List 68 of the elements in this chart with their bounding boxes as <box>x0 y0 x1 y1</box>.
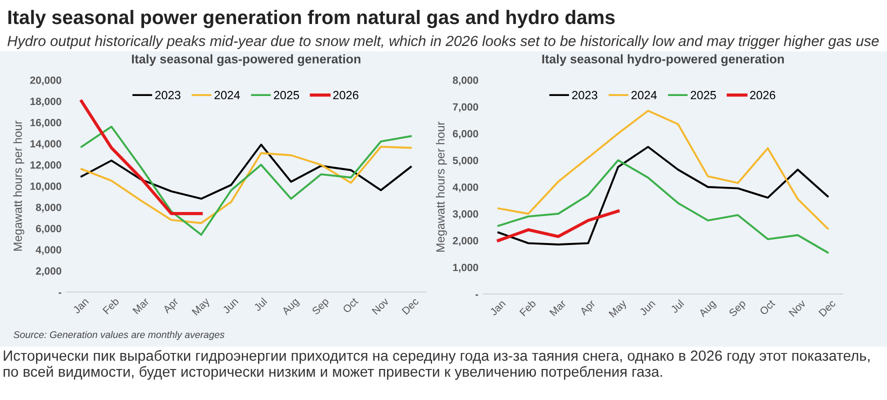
chart-title: Italy seasonal hydro-powered generation <box>542 54 784 66</box>
x-tick-label: Apr <box>579 299 598 318</box>
y-tick-label: 18,000 <box>30 98 62 107</box>
y-tick-label: 4,000 <box>452 184 478 192</box>
legend-label: 2024 <box>631 90 657 100</box>
x-tick-label: Jul <box>253 297 268 312</box>
x-tick-label: Jul <box>670 299 684 314</box>
y-tick-label: 4,000 <box>36 246 62 255</box>
y-tick-label: 7,000 <box>452 103 478 112</box>
y-tick-label: 20,000 <box>30 76 62 86</box>
text: Italy seasonal power generation from natural gas and hydro dams <box>8 10 615 28</box>
y-tick-label: 1,000 <box>453 264 478 273</box>
y-tick-label: 14,000 <box>30 140 62 149</box>
y-tick-label: 16,000 <box>30 118 62 128</box>
chart-title: Italy seasonal gas-powered generation <box>132 54 360 66</box>
y-axis-title: Megawatt hours per hour <box>436 122 447 252</box>
y-tick-label: 6,000 <box>36 224 62 234</box>
y-tick-label: 12,000 <box>30 161 62 170</box>
x-tick-label: Aug <box>698 300 718 319</box>
x-tick-label: Jun <box>222 298 239 314</box>
line-series <box>80 146 412 224</box>
line-series <box>497 146 829 246</box>
y-tick-label: 6,000 <box>452 130 478 139</box>
legend-label: 2025 <box>274 90 300 100</box>
text: Исторически пик выработки гидроэнергии приходится на середину года из-за таяния снега, однако в 2026 году этот показатель, по всей видимости, будет исторически низким и может привести к увеличению потребления газа. <box>4 350 870 380</box>
line-series <box>497 110 829 230</box>
x-tick-label: Sep <box>728 299 748 318</box>
legend-label: 2024 <box>214 90 240 100</box>
x-tick-label: Mar <box>132 297 150 314</box>
x-tick-label: Aug <box>281 298 301 317</box>
x-tick-label: Nov <box>372 297 390 315</box>
x-tick-label: Dec <box>818 299 836 317</box>
source-note: Source: Generation values are monthly averages <box>14 330 224 340</box>
legend-label: 2026 <box>750 90 776 100</box>
x-tick-label: Feb <box>102 297 120 314</box>
x-tick-label: Jun <box>639 300 656 316</box>
legend-label: 2025 <box>690 90 716 100</box>
line-series <box>80 100 203 216</box>
x-tick-label: Jan <box>489 300 506 316</box>
x-tick-label: Oct <box>759 299 776 316</box>
y-tick-label: 10,000 <box>30 182 62 192</box>
x-tick-label: Feb <box>519 299 536 316</box>
x-tick-label: Dec <box>402 297 420 315</box>
x-tick-label: Jan <box>72 298 89 314</box>
y-tick-label: 8,000 <box>452 76 478 86</box>
y-tick-label: 2,000 <box>452 237 478 246</box>
line-series <box>80 144 412 200</box>
y-tick-label: - <box>475 294 478 296</box>
legend-label: 2026 <box>333 90 358 100</box>
x-tick-label: Mar <box>549 299 566 316</box>
x-tick-label: Sep <box>312 297 331 316</box>
legend-label: 2023 <box>155 90 180 100</box>
y-tick-label: - <box>58 292 62 294</box>
x-tick-label: May <box>608 299 629 320</box>
line-series <box>80 126 412 236</box>
x-tick-label: Oct <box>342 297 359 314</box>
y-tick-label: 3,000 <box>452 210 478 220</box>
legend-label: 2023 <box>572 90 598 100</box>
y-tick-label: 2,000 <box>36 267 62 276</box>
y-tick-label: 8,000 <box>36 204 62 213</box>
x-tick-label: Apr <box>162 297 180 316</box>
line-series <box>496 210 620 242</box>
text: Hydro output historically peaks mid-year due to snow melt, which in 2026 looks set to be historically low and may trigger higher gas use <box>8 35 879 50</box>
y-axis-title: Megawatt hours per hour <box>13 120 24 251</box>
x-tick-label: Nov <box>788 299 806 317</box>
line-series <box>497 159 829 254</box>
x-tick-label: May <box>192 297 212 318</box>
y-tick-label: 5,000 <box>452 156 478 166</box>
